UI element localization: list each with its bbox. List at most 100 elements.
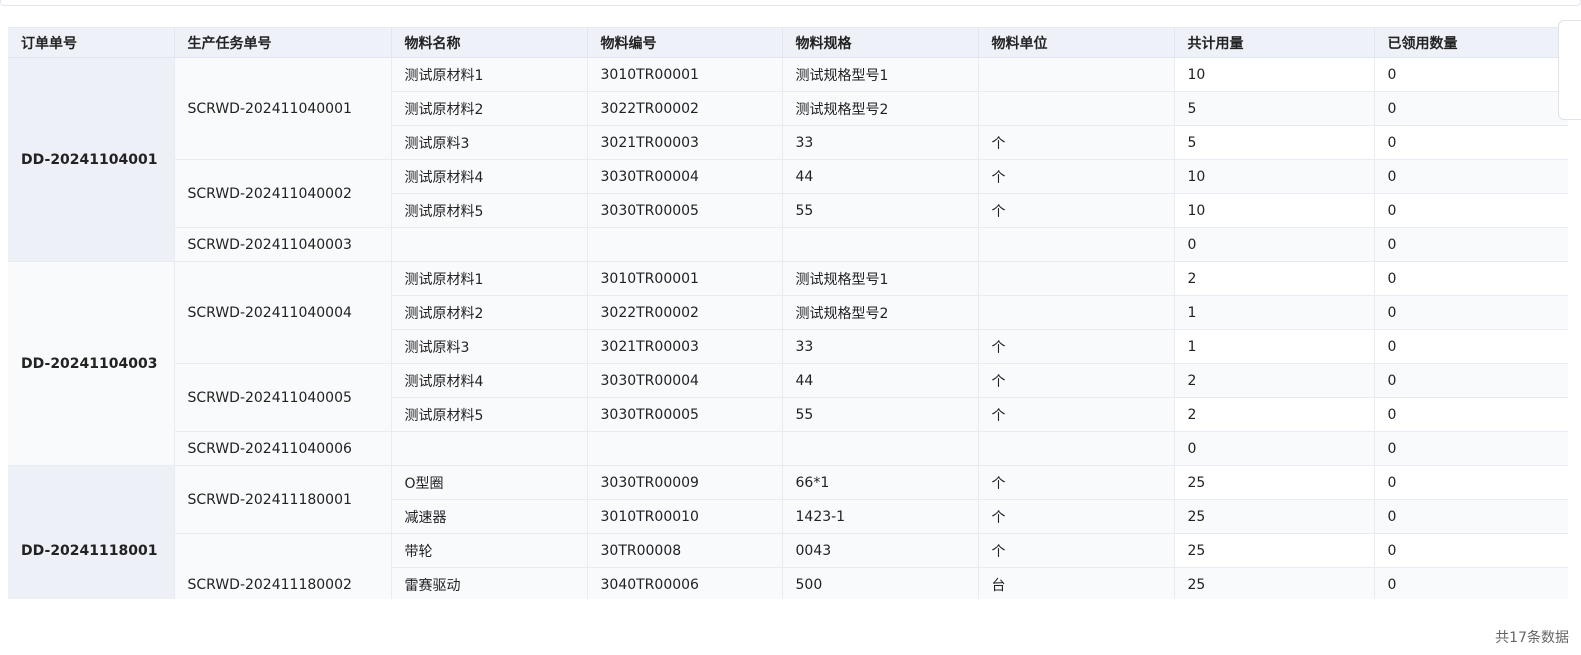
material-code: 3010TR00001	[587, 261, 783, 296]
material-code: 3030TR00005	[587, 193, 783, 228]
material-unit: 个	[978, 499, 1175, 534]
material-name: 测试原材料1	[391, 57, 588, 92]
material-unit: 个	[978, 533, 1175, 568]
material-code: 3021TR00003	[587, 125, 783, 160]
order-no: DD-20241104001	[8, 57, 175, 262]
column-header: 物料编号	[587, 28, 783, 58]
table-row: 测试原材料5 3030TR00005 55 个 2 0	[8, 397, 1568, 432]
material-unit: 个	[978, 363, 1175, 398]
used-quantity: 0	[1374, 465, 1568, 500]
used-quantity: 0	[1374, 125, 1568, 160]
material-code: 3030TR00004	[587, 159, 783, 194]
material-code: 3022TR00002	[587, 295, 783, 330]
material-unit: 台	[978, 567, 1175, 599]
material-code: 30TR00008	[587, 533, 783, 568]
material-code: 3010TR00010	[587, 499, 783, 534]
material-unit: 个	[978, 159, 1175, 194]
column-header: 已领用数量	[1374, 28, 1568, 58]
material-name: 雷赛驱动	[391, 567, 588, 599]
total-quantity: 5	[1174, 91, 1375, 126]
total-quantity: 2	[1174, 397, 1375, 432]
material-unit	[978, 431, 1175, 466]
material-unit	[978, 261, 1175, 296]
used-quantity: 0	[1374, 91, 1568, 126]
side-toolbar[interactable]	[1558, 20, 1581, 120]
material-name: 测试原材料4	[391, 363, 588, 398]
material-unit	[978, 295, 1175, 330]
total-quantity: 0	[1174, 431, 1375, 466]
total-quantity: 25	[1174, 499, 1375, 534]
material-name: 测试原材料2	[391, 91, 588, 126]
task-no: SCRWD-202411040004	[174, 261, 392, 364]
task-no: SCRWD-202411180002	[174, 533, 392, 599]
used-quantity: 0	[1374, 227, 1568, 262]
task-no: SCRWD-202411040003	[174, 227, 392, 262]
column-header: 物料名称	[391, 28, 588, 58]
material-spec	[782, 227, 979, 262]
table-row: DD-20241104003 SCRWD-202411040004 测试原材料1 30…	[8, 261, 1568, 466]
material-name: 测试原料3	[391, 329, 588, 364]
material-unit: 个	[978, 329, 1175, 364]
material-code: 3010TR00001	[587, 57, 783, 92]
used-quantity: 0	[1374, 159, 1568, 194]
material-code: 3030TR00009	[587, 465, 783, 500]
used-quantity: 0	[1374, 261, 1568, 296]
used-quantity: 0	[1374, 329, 1568, 364]
table-row: 雷赛驱动 3040TR00006 500 台 25 0	[8, 567, 1568, 599]
material-name: 测试原材料1	[391, 261, 588, 296]
total-quantity: 10	[1174, 57, 1375, 92]
material-spec: 测试规格型号1	[782, 261, 979, 296]
table-row: 测试原料3 3021TR00003 33 个 1 0	[8, 329, 1568, 364]
table-row: DD-20241104001 SCRWD-202411040001 测试原材料1 30…	[8, 57, 1568, 262]
task-no: SCRWD-202411040005	[174, 363, 392, 432]
table-row: SCRWD-202411040006 0 0	[8, 431, 1568, 466]
column-header: 物料规格	[782, 28, 979, 58]
material-spec: 55	[782, 397, 979, 432]
total-quantity: 25	[1174, 567, 1375, 599]
material-code	[587, 227, 783, 262]
material-spec: 测试规格型号2	[782, 91, 979, 126]
used-quantity: 0	[1374, 295, 1568, 330]
used-quantity: 0	[1374, 193, 1568, 228]
material-spec: 66*1	[782, 465, 979, 500]
total-quantity: 2	[1174, 363, 1375, 398]
material-unit	[978, 57, 1175, 92]
material-unit: 个	[978, 193, 1175, 228]
total-quantity: 0	[1174, 227, 1375, 262]
task-no: SCRWD-202411040001	[174, 57, 392, 160]
total-count: 共17条数据	[1495, 630, 1569, 646]
total-quantity: 5	[1174, 125, 1375, 160]
table-row: SCRWD-202411040005 测试原材料4 3030TR00004 44 个 2 0	[8, 363, 1568, 432]
used-quantity: 0	[1374, 533, 1568, 568]
table-row: SCRWD-202411180002 带轮 30TR00008 0043 个 25 0	[8, 533, 1568, 599]
material-unit: 个	[978, 465, 1175, 500]
total-quantity: 25	[1174, 533, 1375, 568]
material-name	[391, 227, 588, 262]
material-code: 3030TR00005	[587, 397, 783, 432]
order-no: DD-20241104003	[8, 261, 175, 466]
total-quantity: 10	[1174, 193, 1375, 228]
material-name: 测试原材料4	[391, 159, 588, 194]
material-name: 带轮	[391, 533, 588, 568]
total-quantity: 10	[1174, 159, 1375, 194]
material-unit: 个	[978, 397, 1175, 432]
material-code: 3040TR00006	[587, 567, 783, 599]
task-no: SCRWD-202411040006	[174, 431, 392, 466]
material-name	[391, 431, 588, 466]
table-row: 减速器 3010TR00010 1423-1 个 25 0	[8, 499, 1568, 534]
material-spec: 测试规格型号1	[782, 57, 979, 92]
material-spec: 33	[782, 329, 979, 364]
table-container: 订单单号 生产任务单号 物料名称 物料编号 物料规格 物料单位 共计用量 已领用数量 DD-2…	[8, 27, 1568, 599]
table-row: 测试原材料5 3030TR00005 55 个 10 0	[8, 193, 1568, 228]
table-row: 测试原材料2 3022TR00002 测试规格型号2 5 0	[8, 91, 1568, 126]
material-table: 订单单号 生产任务单号 物料名称 物料编号 物料规格 物料单位 共计用量 已领用数量 DD-2…	[8, 28, 1568, 599]
used-quantity: 0	[1374, 499, 1568, 534]
used-quantity: 0	[1374, 567, 1568, 599]
used-quantity: 0	[1374, 431, 1568, 466]
column-header: 生产任务单号	[174, 28, 392, 58]
material-code: 3021TR00003	[587, 329, 783, 364]
material-spec: 44	[782, 363, 979, 398]
material-spec: 0043	[782, 533, 979, 568]
material-spec: 500	[782, 567, 979, 599]
header-row: 订单单号 生产任务单号 物料名称 物料编号 物料规格 物料单位 共计用量 已领用数量	[8, 28, 1568, 58]
